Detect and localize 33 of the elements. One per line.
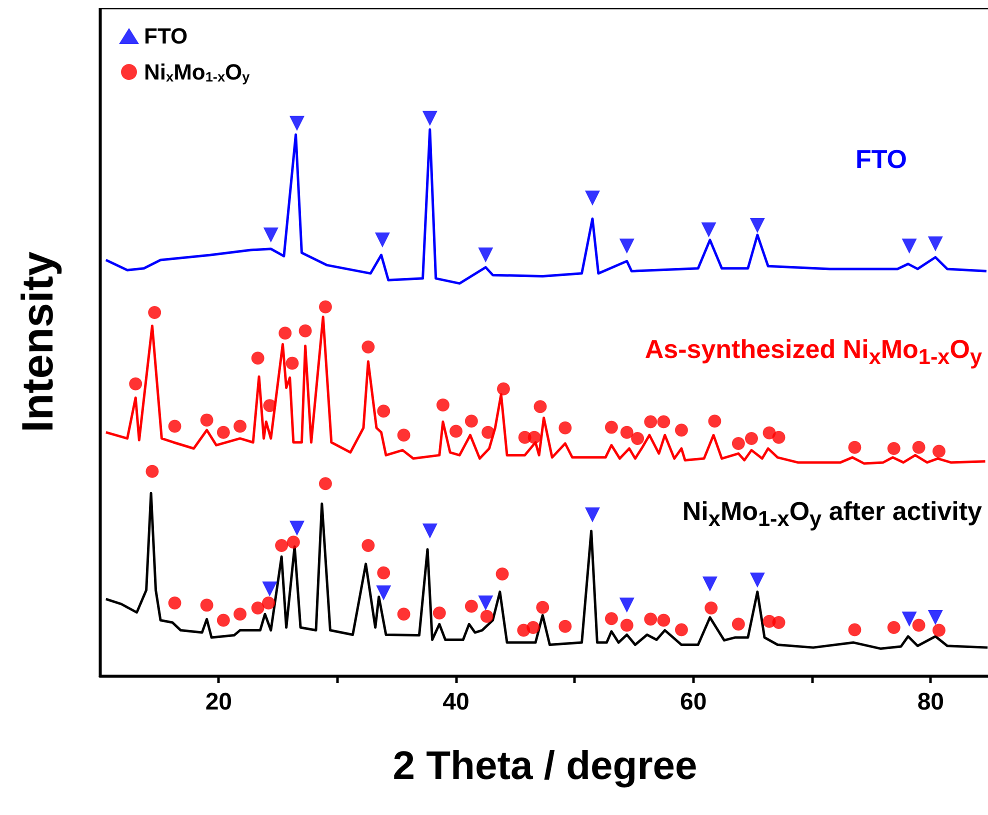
- point: [928, 610, 943, 625]
- point: [928, 236, 943, 252]
- point: [262, 582, 278, 597]
- point: [422, 110, 438, 126]
- point: [902, 238, 917, 254]
- point: [376, 585, 392, 600]
- point: [374, 232, 390, 248]
- point: [584, 190, 600, 206]
- point: [702, 576, 718, 592]
- annotation: FTO: [855, 143, 907, 176]
- point: [750, 572, 765, 588]
- point: [289, 116, 304, 131]
- annotation: Ni$_{x}$Mo$_{1-x}$O$_{y}$ after activity: [682, 494, 982, 533]
- x-tick-label: 20: [205, 688, 232, 716]
- point: [902, 612, 917, 627]
- point: [619, 598, 634, 613]
- x-tick-label: 60: [680, 688, 707, 716]
- point: [619, 238, 634, 254]
- legend-label: NixMo1-xOy: [144, 60, 250, 84]
- y-axis-title: Intensity: [14, 251, 62, 432]
- point: [422, 524, 438, 539]
- x-axis-title: 2 Theta / degree: [392, 744, 698, 788]
- point: [750, 218, 765, 233]
- legend-label: FTO: [144, 24, 188, 48]
- x-tick-label: 80: [917, 688, 944, 716]
- point: [478, 248, 494, 263]
- point: [289, 520, 304, 536]
- point: [263, 227, 278, 242]
- point: [584, 507, 600, 522]
- point: [701, 222, 716, 238]
- x-tick-label: 40: [442, 688, 470, 716]
- point: [478, 595, 494, 610]
- annotation: As-synthesized Ni$_{x}$Mo$_{1-x}$O$_{y}$: [644, 333, 982, 372]
